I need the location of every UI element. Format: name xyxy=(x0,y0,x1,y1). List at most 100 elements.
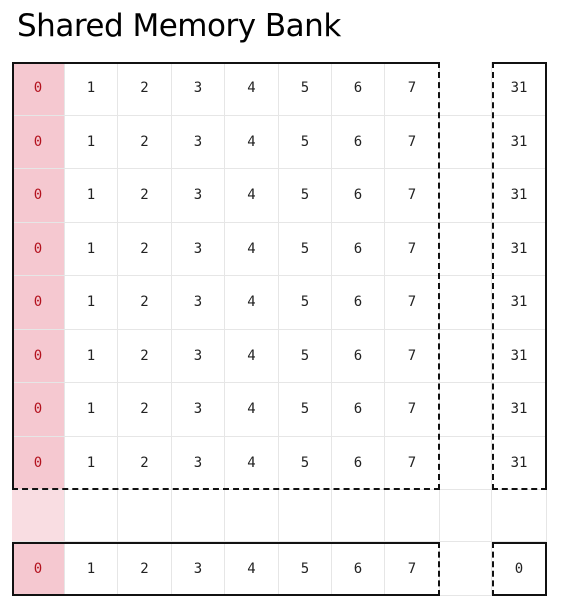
ellipsis-cell xyxy=(440,222,492,276)
ellipsis-cell xyxy=(440,276,492,330)
bank-cell: 2 xyxy=(118,276,172,330)
bank-cell: 1 xyxy=(65,169,118,223)
bank-cell: 6 xyxy=(332,62,385,116)
bank-cell: 3 xyxy=(172,276,225,330)
bank-cell: 4 xyxy=(225,436,279,490)
bank-cell: 7 xyxy=(385,276,440,330)
bank-cell: 7 xyxy=(385,329,440,383)
bank-cell: 5 xyxy=(279,383,332,437)
diagram-title: Shared Memory Bank xyxy=(17,8,341,44)
bank-cell: 4 xyxy=(225,383,279,437)
bank-cell: 2 xyxy=(118,436,172,490)
padding-cell xyxy=(225,490,279,542)
padding-cell xyxy=(172,490,225,542)
ellipsis-cell xyxy=(440,115,492,169)
padding-cell xyxy=(65,490,118,542)
ellipsis-cell xyxy=(440,62,492,116)
bank-cell: 5 xyxy=(279,276,332,330)
bank-cell: 3 xyxy=(172,222,225,276)
bank-cell: 0 xyxy=(492,542,547,596)
bank-cell: 6 xyxy=(332,542,385,596)
bank-cell: 0 xyxy=(12,222,65,276)
bank-cell: 7 xyxy=(385,383,440,437)
bank-cell: 3 xyxy=(172,542,225,596)
bank-cell: 0 xyxy=(12,436,65,490)
padding-cell xyxy=(385,490,440,542)
bank-cell: 1 xyxy=(65,276,118,330)
padding-cell xyxy=(118,490,172,542)
bank-cell: 1 xyxy=(65,436,118,490)
bank-cell: 2 xyxy=(118,62,172,116)
bank-cell: 4 xyxy=(225,62,279,116)
bank-cell: 4 xyxy=(225,276,279,330)
bank-cell: 31 xyxy=(492,329,547,383)
bank-cell: 1 xyxy=(65,62,118,116)
ellipsis-cell xyxy=(440,436,492,490)
bank-cell: 4 xyxy=(225,169,279,223)
bank-cell: 4 xyxy=(225,222,279,276)
bank-cell: 1 xyxy=(65,383,118,437)
bank-cell: 2 xyxy=(118,542,172,596)
bank-cell: 6 xyxy=(332,383,385,437)
bank-cell: 31 xyxy=(492,222,547,276)
bank-cell: 0 xyxy=(12,169,65,223)
ellipsis-cell xyxy=(440,542,492,596)
bank-cell: 6 xyxy=(332,115,385,169)
bank-cell: 3 xyxy=(172,169,225,223)
bank-cell: 2 xyxy=(118,222,172,276)
padding-cell xyxy=(279,490,332,542)
bank-cell: 4 xyxy=(225,329,279,383)
bank-cell: 4 xyxy=(225,115,279,169)
bank-cell: 1 xyxy=(65,222,118,276)
bank-cell: 6 xyxy=(332,169,385,223)
bank-cell: 31 xyxy=(492,62,547,116)
bank-cell: 31 xyxy=(492,115,547,169)
bank-cell: 7 xyxy=(385,436,440,490)
bank-cell: 6 xyxy=(332,436,385,490)
bank-cell: 31 xyxy=(492,383,547,437)
bank-cell: 5 xyxy=(279,62,332,116)
ellipsis-cell xyxy=(440,329,492,383)
bank-cell: 2 xyxy=(118,329,172,383)
ellipsis-cell xyxy=(440,169,492,223)
bank-cell: 2 xyxy=(118,115,172,169)
bank-cell: 3 xyxy=(172,62,225,116)
bank-cell: 4 xyxy=(225,542,279,596)
bank-cell: 0 xyxy=(12,115,65,169)
bank-cell: 6 xyxy=(332,222,385,276)
bank-cell: 6 xyxy=(332,329,385,383)
bank-cell: 5 xyxy=(279,436,332,490)
ellipsis-cell xyxy=(440,383,492,437)
bank-cell: 7 xyxy=(385,169,440,223)
bank-cell: 5 xyxy=(279,115,332,169)
bank-cell: 0 xyxy=(12,329,65,383)
bank-cell: 7 xyxy=(385,222,440,276)
bank-cell: 31 xyxy=(492,436,547,490)
bank-cell: 5 xyxy=(279,222,332,276)
bank-cell: 3 xyxy=(172,115,225,169)
padding-cell xyxy=(332,490,385,542)
bank-cell: 7 xyxy=(385,542,440,596)
bank-cell: 6 xyxy=(332,276,385,330)
bank-cell: 7 xyxy=(385,115,440,169)
bank-cell: 5 xyxy=(279,169,332,223)
bank-cell: 3 xyxy=(172,329,225,383)
bank-cell: 2 xyxy=(118,383,172,437)
bank-cell: 1 xyxy=(65,542,118,596)
bank-cell: 3 xyxy=(172,383,225,437)
bank-cell: 3 xyxy=(172,436,225,490)
bank-cell: 1 xyxy=(65,115,118,169)
bank-cell: 31 xyxy=(492,169,547,223)
bank-cell: 1 xyxy=(65,329,118,383)
bank-cell: 0 xyxy=(12,62,65,116)
bank-cell: 0 xyxy=(12,542,65,596)
padding-cell xyxy=(492,490,547,542)
bank-cell: 2 xyxy=(118,169,172,223)
bank-cell: 5 xyxy=(279,542,332,596)
bank-cell: 31 xyxy=(492,276,547,330)
padding-cell xyxy=(440,490,492,542)
bank-cell: 7 xyxy=(385,62,440,116)
bank-cell: 0 xyxy=(12,276,65,330)
bank-cell: 0 xyxy=(12,383,65,437)
bank-cell: 5 xyxy=(279,329,332,383)
